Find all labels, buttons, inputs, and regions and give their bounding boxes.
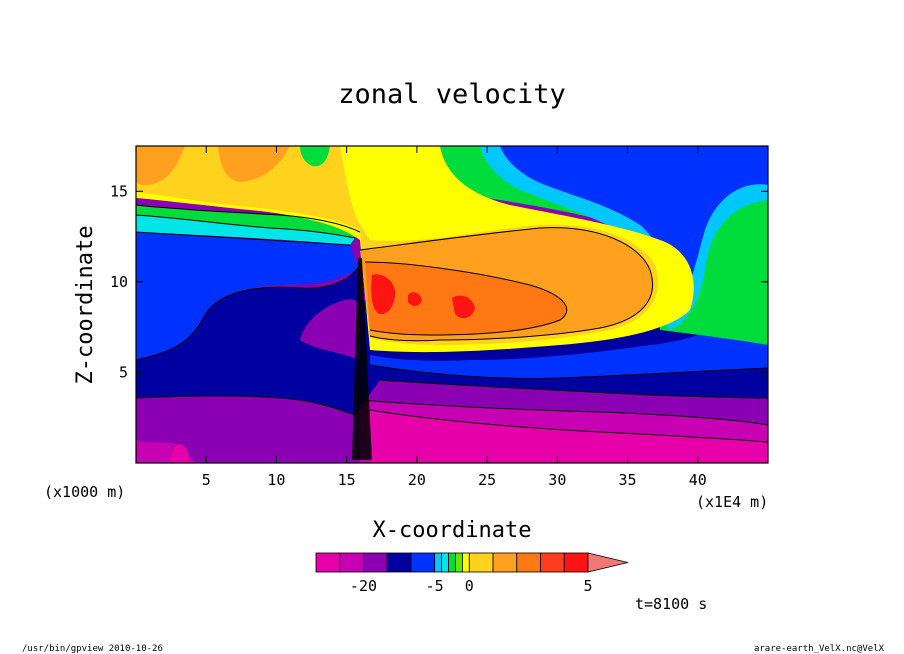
colorbar-swatch	[455, 552, 463, 573]
contour-line	[369, 364, 768, 379]
field-red-core-2	[408, 292, 422, 306]
contour-line	[136, 214, 356, 239]
colorbar-swatch	[516, 552, 541, 573]
field-orange-cap-2	[218, 146, 290, 182]
contour-line	[136, 264, 361, 361]
colorbar-swatch	[448, 552, 456, 573]
x-unit-right: (x1E4 m)	[696, 493, 768, 511]
colorbar-swatch	[339, 552, 364, 573]
field-red-core-3	[452, 295, 475, 319]
time-label: t=8100 s	[635, 595, 707, 613]
x-tick-label: 40	[689, 471, 707, 489]
ridge-feature	[352, 258, 372, 460]
colorbar-swatch	[410, 552, 436, 573]
colorbar-swatch	[434, 552, 443, 573]
colorbar-swatch	[540, 552, 565, 573]
colorbar-swatch	[386, 552, 412, 573]
contour-line	[369, 409, 768, 443]
field-purple-cell	[300, 299, 360, 360]
x-tick-label: 20	[408, 471, 426, 489]
contour-line	[136, 204, 361, 233]
contour-line	[379, 379, 768, 399]
colorbar-tick-label: 0	[465, 577, 474, 595]
axes: 5 10 15 20 25 30 35 40 5 10 15	[110, 146, 768, 489]
x-tick-label: 25	[478, 471, 496, 489]
colorbar-swatch	[461, 552, 470, 573]
x-axis-label: X-coordinate	[373, 518, 532, 543]
colorbar-tick-label: -20	[350, 577, 377, 595]
field-green-west	[136, 205, 360, 238]
contour-lines	[136, 204, 768, 443]
colorbar-ticks: -20 -5 0 5	[350, 577, 593, 595]
y-tick-label: 5	[119, 363, 128, 381]
colorbar-swatch	[563, 552, 589, 573]
y-tick-label: 15	[110, 182, 128, 200]
colorbar-swatch	[315, 552, 341, 573]
colorbar-extension	[587, 552, 629, 573]
contour-line	[136, 231, 351, 246]
x-tick-label: 5	[202, 471, 211, 489]
contour-line	[359, 227, 654, 342]
x-tick-label: 15	[338, 471, 356, 489]
field-pink-west	[170, 444, 192, 463]
field-navy-west	[136, 265, 360, 403]
contour-line	[359, 399, 768, 426]
x-tick-label: 35	[619, 471, 637, 489]
contour-line	[136, 395, 356, 416]
colorbar-swatch	[441, 552, 449, 573]
x-tick-label: 30	[548, 471, 566, 489]
colorbar	[315, 552, 629, 573]
y-axis-label: Z-coordinate	[73, 226, 98, 385]
colorbar-swatch	[492, 552, 518, 573]
field-orange-cap-1	[136, 146, 185, 186]
colorbar-swatch	[468, 552, 494, 573]
contour-line	[364, 261, 568, 336]
colorbar-swatch	[363, 552, 388, 573]
field-blue-upper	[500, 146, 768, 300]
field-blue-east	[370, 300, 768, 379]
contour-field	[136, 146, 768, 463]
colorbar-tick-label: -5	[426, 577, 444, 595]
plot-frame	[135, 145, 769, 464]
field-red-core-1	[371, 274, 396, 315]
field-green-notch	[300, 146, 330, 167]
field-pink-east	[370, 410, 768, 463]
footer-right: arare-earth_VelX.nc@VelX	[754, 644, 885, 654]
chart-title: zonal velocity	[338, 79, 566, 110]
x-tick-label: 10	[267, 471, 285, 489]
x-unit-left: (x1000 m)	[44, 483, 125, 501]
field-blue-west	[136, 232, 360, 360]
footer-left: /usr/bin/gpview 2010-10-26	[22, 644, 163, 654]
field-cyan-west	[136, 215, 355, 245]
colorbar-tick-label: 5	[583, 577, 592, 595]
y-tick-label: 10	[110, 273, 128, 291]
